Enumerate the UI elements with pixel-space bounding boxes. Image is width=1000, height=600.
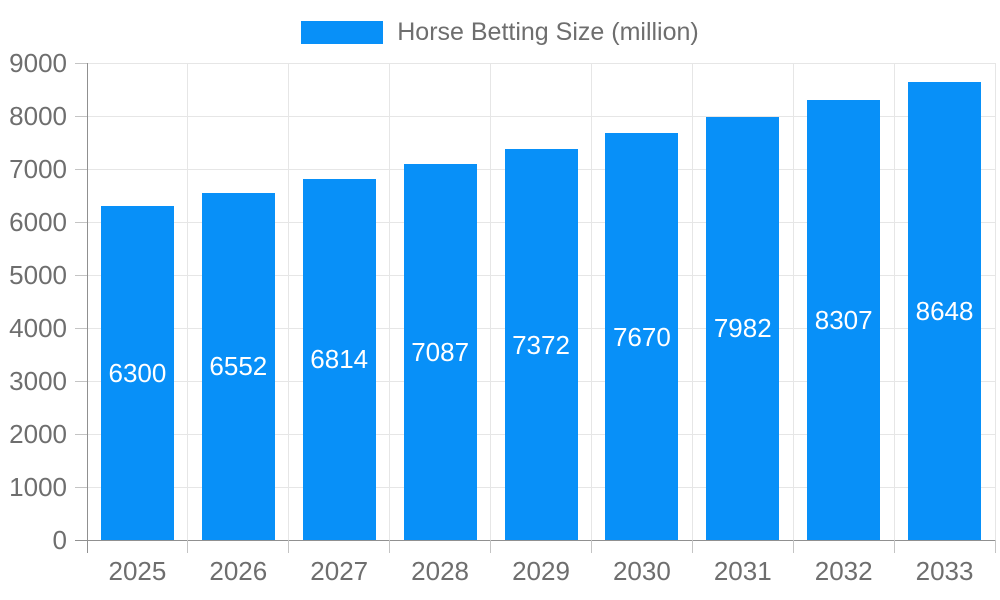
legend-label: Horse Betting Size (million) [397, 18, 699, 46]
x-axis-label: 2026 [209, 556, 268, 586]
bar[interactable] [807, 99, 881, 540]
gridline-vertical [590, 63, 592, 540]
gridline-horizontal [87, 62, 995, 64]
x-axis-tick [490, 540, 492, 553]
x-axis-tick [994, 540, 996, 553]
x-axis-label: 2031 [713, 556, 772, 586]
y-axis-tick [75, 327, 87, 329]
bar[interactable] [706, 116, 780, 540]
y-axis-label: 9000 [9, 48, 67, 78]
x-axis-label: 2025 [108, 556, 167, 586]
y-axis-label: 5000 [9, 260, 67, 290]
y-axis-label: 6000 [9, 207, 67, 237]
x-axis-label: 2032 [814, 556, 873, 586]
x-axis-label: 2027 [310, 556, 369, 586]
legend[interactable]: Horse Betting Size (million) [0, 17, 1000, 47]
bar[interactable] [302, 178, 376, 540]
bar-value-label: 7087 [411, 337, 470, 368]
gridline-vertical [893, 63, 895, 540]
y-axis-label: 8000 [9, 101, 67, 131]
plot-area: 0 1000 2000 3000 4000 5000 6000 7000 8000 9000 630… [9, 50, 996, 585]
gridline-vertical [994, 63, 996, 540]
y-axis-label: 1000 [9, 472, 67, 502]
bar-value-label: 7670 [612, 321, 671, 352]
y-axis-tick [75, 539, 87, 541]
y-axis-tick [75, 115, 87, 117]
x-axis-tick [590, 540, 592, 553]
bar-value-label: 8307 [814, 304, 873, 335]
y-axis-tick [75, 221, 87, 223]
bar-value-label: 8648 [915, 295, 974, 326]
gridline-vertical [187, 63, 189, 540]
x-axis-label: 2033 [915, 556, 974, 586]
x-axis-tick [691, 540, 693, 553]
bar-value-label: 6300 [108, 358, 167, 389]
bar-value-label: 7372 [512, 329, 570, 360]
y-axis-tick [75, 274, 87, 276]
bar[interactable] [100, 206, 174, 540]
bar[interactable] [908, 81, 982, 540]
x-axis-tick [389, 540, 391, 553]
x-axis-tick [792, 540, 794, 553]
gridline-horizontal [87, 115, 995, 117]
y-axis-label: 4000 [9, 313, 67, 343]
y-axis-label: 7000 [9, 154, 67, 184]
y-axis-tick [75, 168, 87, 170]
bar-value-label: 6552 [209, 351, 268, 382]
legend-swatch [301, 20, 384, 44]
gridline-vertical [490, 63, 492, 540]
y-axis-label: 3000 [9, 366, 67, 396]
bar[interactable] [504, 149, 578, 540]
gridline-vertical [288, 63, 290, 540]
y-axis-label: 0 [52, 525, 67, 555]
y-axis-tick [75, 62, 87, 64]
y-axis-label: 2000 [9, 419, 67, 449]
y-axis-tick [75, 486, 87, 488]
x-axis-label: 2029 [512, 556, 570, 586]
bar[interactable] [201, 192, 275, 540]
gridline-vertical [389, 63, 391, 540]
x-axis-tick [288, 540, 290, 553]
bar-value-label: 6814 [310, 344, 369, 375]
bar[interactable] [605, 133, 679, 540]
gridline-vertical [792, 63, 794, 540]
y-axis-line [86, 63, 88, 540]
x-axis-tick [86, 540, 88, 553]
x-axis-label: 2028 [411, 556, 470, 586]
y-axis-tick [75, 433, 87, 435]
bar[interactable] [403, 164, 477, 540]
gridline-vertical [691, 63, 693, 540]
y-axis-tick [75, 380, 87, 382]
x-axis-tick [893, 540, 895, 553]
x-axis-line [87, 539, 995, 541]
bar-value-label: 7982 [713, 313, 772, 344]
x-axis-tick [187, 540, 189, 553]
x-axis-label: 2030 [612, 556, 671, 586]
